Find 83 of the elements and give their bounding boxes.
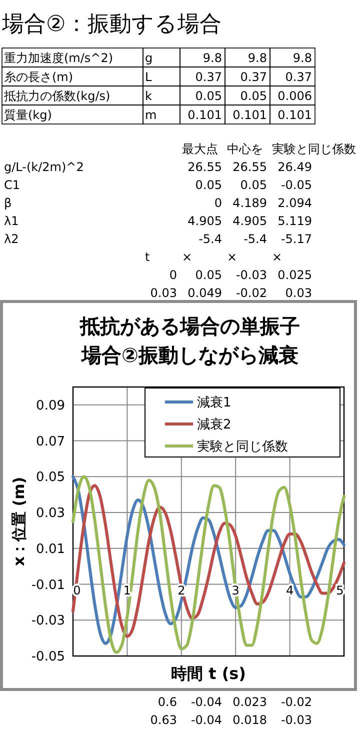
text: 0.03 [285, 286, 312, 300]
y-axis-title: x：位置 (m) [10, 476, 28, 566]
chart-subtitle: 場合②振動しながら減衰 [80, 343, 298, 367]
text: 0.63 [150, 713, 177, 727]
text: 0.006 [278, 89, 312, 103]
y-tick-label: -0.01 [31, 578, 65, 593]
text: m [145, 108, 157, 122]
text: 抵抗力の係数(kg/s) [3, 89, 110, 103]
text: 糸の長さ(m) [4, 70, 74, 84]
y-tick-label: 0.05 [36, 470, 65, 486]
text: 0.05 [240, 178, 267, 192]
text: 場合②：振動する場合 [1, 12, 222, 37]
text: λ1 [4, 214, 19, 228]
text: -0.02 [280, 695, 312, 709]
text: 0.6 [158, 695, 177, 709]
legend-label: 減衰2 [197, 416, 232, 433]
text: 0 [214, 196, 222, 210]
text: 9.8 [202, 51, 222, 65]
y-tick-label: -0.03 [31, 614, 65, 629]
text: 0.37 [240, 70, 267, 84]
text: 5.119 [278, 214, 312, 228]
x-tick-label: 0 [73, 583, 81, 598]
text: 0.049 [188, 286, 222, 300]
text: 0.023 [232, 695, 267, 709]
text: 0.37 [285, 70, 312, 84]
text: -0.05 [280, 178, 312, 192]
x-tick-label: 4 [286, 583, 294, 598]
text: 4.905 [188, 214, 222, 228]
text: 4.189 [232, 196, 267, 210]
text: k [145, 89, 152, 103]
text: × [227, 250, 238, 264]
text: 最大点 [182, 142, 218, 156]
text: 26.55 [232, 160, 267, 174]
text: g/L-(k/2m)^2 [4, 160, 84, 174]
text: 26.49 [278, 160, 312, 174]
text: t [145, 250, 150, 264]
text: λ2 [4, 232, 19, 246]
text: -0.04 [190, 713, 222, 727]
text: 0.37 [195, 70, 222, 84]
text: L [145, 70, 152, 84]
text: g [145, 51, 153, 65]
y-tick-label: 0.01 [36, 542, 65, 557]
text: 0.05 [240, 89, 267, 103]
y-tick-label: 0.03 [36, 506, 65, 522]
text: 0.03 [150, 286, 177, 300]
text: 0.101 [278, 108, 312, 122]
text: × [272, 250, 282, 264]
legend-label: 減衰1 [197, 394, 232, 411]
text: 0.025 [278, 268, 312, 282]
text: 0.101 [188, 108, 222, 122]
chart-title: 抵抗がある場合の単振子 [79, 314, 300, 338]
text: -5.17 [280, 232, 312, 246]
text: 0 [169, 268, 177, 282]
text: -0.04 [190, 695, 222, 709]
text: × [182, 250, 192, 264]
text: 0.018 [232, 713, 267, 727]
text: 0.101 [232, 108, 267, 122]
legend-label: 実験と同じ係数 [197, 438, 288, 455]
text: 4.905 [232, 214, 267, 228]
text: -0.03 [236, 268, 267, 282]
text: -0.03 [280, 713, 312, 727]
y-tick-label: -0.05 [31, 650, 65, 665]
y-tick-label: 0.07 [36, 434, 65, 450]
text: 0.05 [195, 178, 222, 192]
text: 2.094 [278, 196, 312, 210]
text: 26.55 [188, 160, 222, 174]
text: 重力加速度(m/s^2) [4, 51, 114, 65]
x-tick-label: 3 [232, 583, 240, 598]
text: 実験と同じ係数 [272, 142, 356, 156]
text: 0.05 [195, 89, 222, 103]
text: C1 [4, 178, 20, 192]
text: β [4, 196, 12, 210]
text: 中心を [227, 142, 263, 156]
text: 9.8 [292, 51, 312, 65]
text: 0.05 [195, 268, 222, 282]
x-tick-label: 5 [336, 583, 344, 598]
text: -0.02 [236, 286, 267, 300]
y-tick-label: 0.09 [36, 398, 65, 414]
text: -5.4 [244, 232, 267, 246]
text: 9.8 [248, 51, 267, 65]
text: 質量(kg) [4, 108, 52, 122]
x-axis-title: 時間 t (s) [171, 664, 246, 683]
text: -5.4 [198, 232, 222, 246]
